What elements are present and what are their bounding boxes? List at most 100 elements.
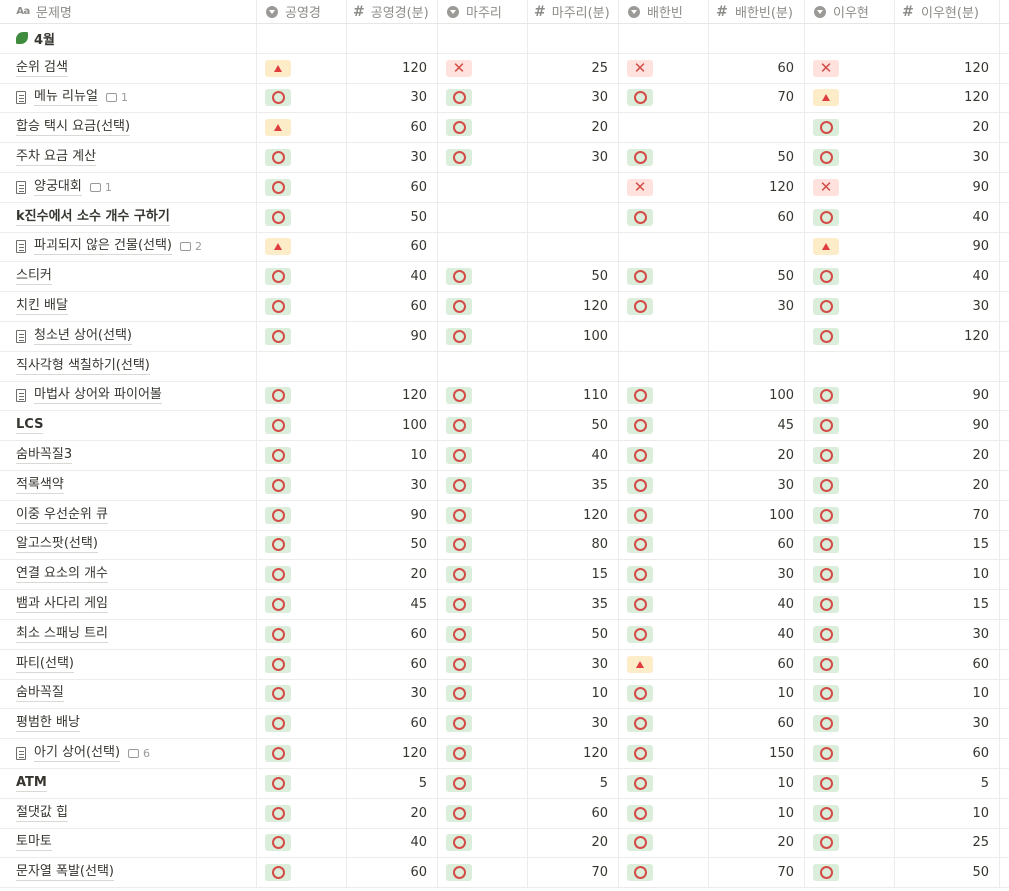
minutes-cell[interactable]: 20 [895, 441, 1000, 470]
minutes-cell[interactable]: 70 [709, 858, 805, 888]
status-cell[interactable] [438, 232, 528, 262]
column-header-number-3[interactable]: # 배한빈(분) [709, 0, 805, 23]
minutes-cell[interactable]: 30 [347, 679, 438, 709]
minutes-cell[interactable]: 120 [895, 321, 1000, 351]
minutes-cell[interactable]: 30 [709, 292, 805, 321]
status-cell[interactable] [805, 739, 895, 768]
status-cell[interactable] [805, 143, 895, 172]
status-cell[interactable] [619, 232, 709, 262]
minutes-cell[interactable]: 100 [709, 500, 805, 530]
status-cell[interactable] [438, 83, 528, 113]
minutes-cell[interactable]: 10 [528, 679, 619, 709]
column-header-number-2[interactable]: # 마주리(분) [528, 0, 619, 23]
minutes-cell[interactable]: 5 [895, 768, 1000, 798]
minutes-cell[interactable]: 60 [895, 739, 1000, 768]
status-cell[interactable] [805, 411, 895, 441]
status-cell[interactable] [438, 768, 528, 798]
status-cell[interactable] [805, 202, 895, 232]
status-cell[interactable] [438, 143, 528, 172]
status-cell[interactable] [257, 143, 347, 172]
table-row[interactable]: 토마토 40 20 20 25 [0, 828, 1009, 859]
problem-name[interactable]: 치킨 배달 [16, 298, 68, 316]
problem-name[interactable]: 아기 상어(선택) [34, 745, 121, 763]
minutes-cell[interactable]: 10 [347, 441, 438, 470]
column-header-status-3[interactable]: 배한빈 [619, 0, 709, 23]
status-cell[interactable] [805, 828, 895, 858]
status-cell[interactable] [257, 441, 347, 470]
problem-name[interactable]: 토마토 [16, 834, 52, 852]
problem-name[interactable]: 평범한 배낭 [16, 715, 80, 733]
table-row[interactable]: 스티커 40 50 50 40 [0, 262, 1009, 293]
minutes-cell[interactable]: 60 [528, 798, 619, 828]
status-cell[interactable] [438, 560, 528, 590]
status-cell[interactable] [619, 381, 709, 411]
table-row[interactable]: 합승 택시 요금(선택) 60 20 20 [0, 113, 1009, 144]
column-header-status-4[interactable]: 이우현 [805, 0, 895, 23]
minutes-cell[interactable] [709, 321, 805, 351]
status-cell[interactable] [257, 828, 347, 858]
status-cell[interactable] [619, 143, 709, 172]
status-cell[interactable] [805, 530, 895, 560]
status-cell[interactable] [805, 679, 895, 709]
minutes-cell[interactable]: 60 [709, 202, 805, 232]
minutes-cell[interactable]: 40 [347, 262, 438, 292]
minutes-cell[interactable]: 35 [528, 590, 619, 619]
status-cell[interactable] [619, 560, 709, 590]
problem-name[interactable]: 절댓값 힙 [16, 804, 68, 822]
status-cell[interactable] [805, 83, 895, 113]
minutes-cell[interactable]: 120 [709, 172, 805, 202]
problem-name-cell[interactable]: 알고스팟(선택) [0, 530, 257, 560]
table-row[interactable]: k진수에서 소수 개수 구하기 50 60 40 [0, 202, 1009, 233]
status-cell[interactable] [805, 321, 895, 351]
problem-name[interactable]: 문자열 폭발(선택) [16, 864, 114, 882]
minutes-cell[interactable] [895, 351, 1000, 381]
status-cell[interactable] [619, 768, 709, 798]
table-row[interactable]: 청소년 상어(선택) 90 100 120 [0, 321, 1009, 352]
status-cell[interactable] [619, 739, 709, 768]
status-cell[interactable] [805, 798, 895, 828]
problem-name[interactable]: 주차 요금 계산 [16, 149, 97, 167]
minutes-cell[interactable]: 60 [347, 232, 438, 262]
problem-name-cell[interactable]: 평범한 배낭 [0, 709, 257, 739]
minutes-cell[interactable]: 100 [347, 411, 438, 441]
problem-name[interactable]: 이중 우선순위 큐 [16, 506, 108, 524]
minutes-cell[interactable]: 50 [347, 202, 438, 232]
column-header-status-2[interactable]: 마주리 [438, 0, 528, 23]
problem-name-cell[interactable]: 순위 검색 [0, 53, 257, 83]
status-cell[interactable] [257, 411, 347, 441]
status-cell[interactable] [805, 113, 895, 143]
comment-count[interactable]: 1 [105, 91, 128, 104]
status-cell[interactable] [619, 858, 709, 888]
status-cell[interactable] [257, 858, 347, 888]
minutes-cell[interactable]: 45 [347, 590, 438, 619]
table-row[interactable]: 평범한 배낭 60 30 60 30 [0, 709, 1009, 740]
problem-name[interactable]: 숨바꼭질 [16, 685, 64, 703]
minutes-cell[interactable]: 60 [709, 530, 805, 560]
minutes-cell[interactable]: 60 [709, 53, 805, 83]
minutes-cell[interactable]: 90 [347, 321, 438, 351]
minutes-cell[interactable]: 15 [895, 530, 1000, 560]
minutes-cell[interactable]: 120 [895, 83, 1000, 113]
minutes-cell[interactable]: 60 [347, 619, 438, 649]
problem-name-cell[interactable]: 스티커 [0, 262, 257, 292]
status-cell[interactable] [805, 351, 895, 381]
status-cell[interactable] [438, 858, 528, 888]
status-cell[interactable] [619, 262, 709, 292]
problem-name[interactable]: 알고스팟(선택) [16, 536, 98, 554]
minutes-cell[interactable]: 20 [709, 441, 805, 470]
status-cell[interactable] [438, 321, 528, 351]
problem-name-cell[interactable]: 적록색약 [0, 470, 257, 500]
minutes-cell[interactable]: 5 [347, 768, 438, 798]
status-cell[interactable]: ✕ [805, 172, 895, 202]
problem-name-cell[interactable]: 메뉴 리뉴얼 1 [0, 83, 257, 113]
problem-name-cell[interactable]: 파티(선택) [0, 649, 257, 679]
minutes-cell[interactable]: 50 [528, 619, 619, 649]
problem-name-cell[interactable]: 숨바꼭질3 [0, 441, 257, 470]
minutes-cell[interactable]: 60 [709, 709, 805, 739]
status-cell[interactable] [257, 619, 347, 649]
minutes-cell[interactable] [528, 202, 619, 232]
status-cell[interactable] [438, 530, 528, 560]
minutes-cell[interactable]: 50 [347, 530, 438, 560]
table-row[interactable]: 아기 상어(선택) 6 120 120 150 60 [0, 739, 1009, 769]
minutes-cell[interactable]: 120 [895, 53, 1000, 83]
